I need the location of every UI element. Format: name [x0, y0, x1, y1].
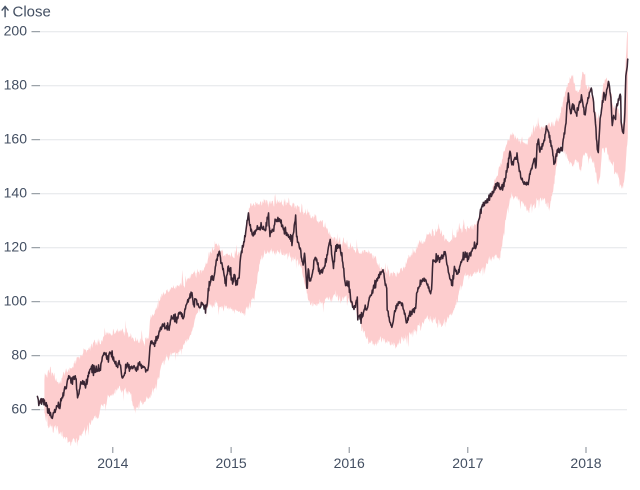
svg-text:120: 120 — [4, 239, 28, 255]
svg-text:100: 100 — [4, 293, 28, 309]
svg-text:140: 140 — [4, 185, 28, 201]
svg-text:80: 80 — [11, 347, 27, 363]
svg-text:200: 200 — [4, 23, 28, 39]
svg-text:2016: 2016 — [334, 455, 365, 471]
svg-text:160: 160 — [4, 131, 28, 147]
svg-text:2014: 2014 — [97, 455, 128, 471]
svg-text:Close: Close — [13, 4, 51, 21]
svg-text:2017: 2017 — [452, 455, 483, 471]
svg-text:2015: 2015 — [216, 455, 247, 471]
svg-text:2018: 2018 — [570, 455, 601, 471]
svg-text:60: 60 — [11, 401, 27, 417]
svg-text:180: 180 — [4, 77, 28, 93]
